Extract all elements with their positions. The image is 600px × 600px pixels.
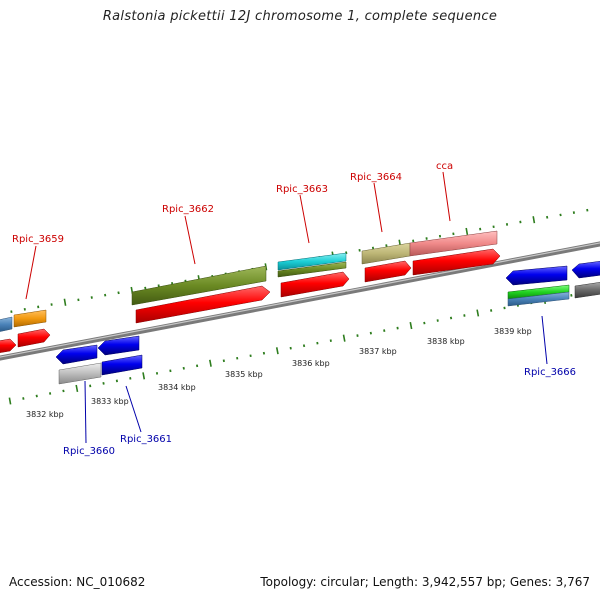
leader-3664 bbox=[373, 182, 383, 233]
inner-tick bbox=[22, 397, 25, 400]
scale-labels: 3832 kbp 3833 kbp 3834 kbp 3835 kbp 3836… bbox=[26, 327, 532, 419]
inner-tick bbox=[570, 294, 573, 297]
label-rpic-3664: Rpic_3664 bbox=[350, 172, 402, 183]
inner-tick bbox=[369, 331, 372, 335]
inner-tick bbox=[62, 389, 65, 393]
gene-rpic-3663[interactable] bbox=[277, 252, 350, 298]
label-rpic-3666: Rpic_3666 bbox=[524, 367, 576, 378]
cds-3664 bbox=[364, 260, 412, 283]
inner-tick bbox=[409, 321, 413, 330]
outer-tick bbox=[117, 291, 120, 295]
cds-left-edge bbox=[0, 338, 17, 353]
inner-tick bbox=[383, 329, 386, 332]
steel-feature-left bbox=[0, 316, 13, 332]
olive-feature-3663 bbox=[277, 261, 347, 278]
gray-feature-3660 bbox=[58, 362, 102, 385]
cds-3659 bbox=[17, 328, 51, 348]
gene-rpic-3666[interactable] bbox=[505, 265, 570, 307]
gene-rpic-3660[interactable] bbox=[55, 344, 102, 385]
leader-cca bbox=[442, 171, 451, 222]
pink-feature-cca bbox=[409, 230, 498, 257]
map-title: Ralstonia pickettii 12J chromosome 1, co… bbox=[102, 9, 498, 24]
cds-3660 bbox=[55, 344, 98, 365]
leader-3663 bbox=[299, 194, 310, 244]
scale-label-3838: 3838 kbp bbox=[427, 337, 465, 346]
gene-labels: Rpic_3659 Rpic_3660 Rpic_3661 Rpic_3662 … bbox=[12, 161, 576, 457]
cds-3661 bbox=[97, 335, 140, 356]
inner-tick bbox=[8, 397, 12, 405]
inner-tick-track bbox=[8, 289, 600, 405]
inner-tick bbox=[275, 347, 279, 355]
olive-feature-3662 bbox=[131, 265, 267, 306]
gene-rpic-3664[interactable] bbox=[361, 242, 412, 283]
leader-3659 bbox=[25, 245, 37, 300]
scale-label-3836: 3836 kbp bbox=[292, 359, 330, 368]
label-rpic-3659: Rpic_3659 bbox=[12, 234, 64, 245]
gene-rpic-3661[interactable] bbox=[97, 335, 143, 376]
inner-tick bbox=[476, 309, 480, 317]
gene-rpic-3659[interactable] bbox=[0, 309, 51, 353]
inner-tick bbox=[490, 309, 493, 312]
outer-tick bbox=[465, 227, 469, 236]
scale-label-3832: 3832 kbp bbox=[26, 410, 64, 419]
gene-rpic-3662[interactable] bbox=[131, 265, 271, 324]
cyan-feature-3663 bbox=[277, 252, 347, 271]
scale-label-3834: 3834 kbp bbox=[158, 383, 196, 392]
outer-tick bbox=[345, 251, 348, 255]
cds-cca bbox=[412, 248, 501, 276]
inner-tick bbox=[342, 334, 346, 342]
accession-text: Accession: NC_010682 bbox=[9, 575, 146, 589]
label-rpic-3662: Rpic_3662 bbox=[162, 204, 214, 215]
dark-feature-right-edge bbox=[574, 282, 600, 299]
outer-tick bbox=[104, 293, 107, 297]
label-rpic-3661: Rpic_3661 bbox=[120, 434, 172, 445]
chromosome-backbone bbox=[0, 241, 600, 361]
inner-tick bbox=[35, 394, 38, 398]
gene-cca[interactable] bbox=[409, 230, 501, 276]
scale-label-3839: 3839 kbp bbox=[494, 327, 532, 336]
inner-tick bbox=[182, 366, 185, 370]
steel-feature-3666 bbox=[507, 291, 570, 307]
inner-tick bbox=[222, 359, 225, 363]
inner-tick bbox=[102, 382, 105, 385]
scale-label-3837: 3837 kbp bbox=[359, 347, 397, 356]
leader-3660 bbox=[84, 380, 87, 444]
leader-3662 bbox=[184, 215, 196, 265]
inner-tick bbox=[449, 316, 453, 320]
outer-tick bbox=[90, 296, 93, 299]
outer-tick bbox=[546, 215, 549, 219]
blue-feature-3661 bbox=[101, 354, 143, 376]
cds-3663 bbox=[280, 271, 350, 298]
outer-tick bbox=[532, 216, 536, 224]
topology-summary: Topology: circular; Length: 3,942,557 bp… bbox=[260, 575, 590, 589]
label-cca: cca bbox=[436, 161, 453, 172]
leader-lines bbox=[25, 171, 548, 444]
cds-3666 bbox=[505, 265, 568, 286]
inner-tick bbox=[423, 321, 426, 325]
inner-tick bbox=[262, 351, 266, 355]
outer-tick bbox=[559, 213, 562, 217]
cds-right-edge bbox=[571, 261, 600, 279]
inner-tick bbox=[302, 344, 306, 348]
inner-tick bbox=[75, 384, 79, 393]
scale-label-3833: 3833 kbp bbox=[91, 397, 129, 406]
leader-3666 bbox=[541, 315, 548, 365]
cds-3662 bbox=[135, 285, 271, 324]
label-rpic-3660: Rpic_3660 bbox=[63, 446, 115, 457]
scale-label-3835: 3835 kbp bbox=[225, 370, 263, 379]
leader-3661 bbox=[125, 385, 142, 433]
label-rpic-3663: Rpic_3663 bbox=[276, 184, 328, 195]
outer-tick bbox=[63, 298, 67, 306]
inner-tick bbox=[209, 359, 212, 367]
gene-right-edge[interactable] bbox=[571, 261, 600, 299]
orange-feature-3659 bbox=[13, 309, 47, 328]
inner-tick bbox=[142, 372, 146, 380]
